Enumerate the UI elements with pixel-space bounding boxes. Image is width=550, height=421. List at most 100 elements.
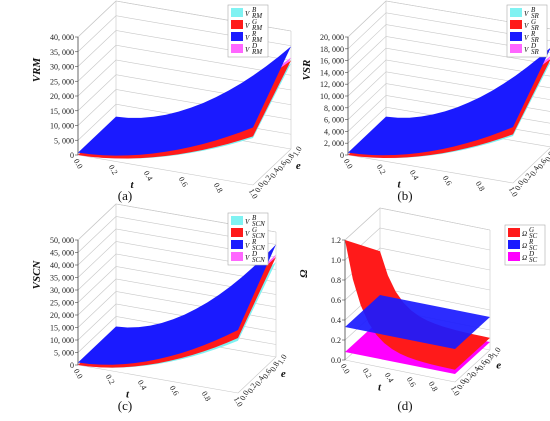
legend-swatch (508, 228, 520, 237)
z-tick-label: 1.0 (331, 256, 341, 265)
grid-line (347, 59, 550, 97)
z-axis-label: VSCN (31, 260, 43, 290)
z-tick-label: 5, 000 (54, 349, 74, 358)
e-tick-label: 0.2 (246, 382, 259, 395)
z-tick-label: 40, 000 (50, 261, 74, 270)
legend-label-sup: G (531, 18, 536, 26)
z-tick-label: 4, 000 (324, 127, 344, 136)
legend-label-sub: SC (529, 256, 538, 264)
legend-swatch (510, 44, 522, 53)
z-tick-label: 6, 000 (324, 116, 344, 125)
legend-swatch (508, 240, 520, 249)
e-tick-label: 0.0 (238, 389, 251, 402)
t-axis-label: t (378, 382, 382, 394)
legend-swatch (231, 20, 243, 29)
z-tick-label: 35, 000 (50, 48, 74, 57)
t-tick-label: 0.8 (427, 380, 440, 393)
e-tick-label: 0.2 (462, 371, 475, 384)
legend-label-sub: RM (251, 24, 263, 32)
e-tick-label: 0.6 (261, 367, 274, 380)
legend-label-main: V (245, 22, 250, 30)
legend-label-sub: SCN (252, 220, 265, 228)
legend-swatch (231, 240, 243, 249)
e-axis-label: e (281, 368, 286, 380)
legend-label-sup: D (528, 250, 534, 258)
grid-line (344, 207, 491, 241)
t-tick-label: 0.4 (136, 378, 149, 391)
legend-label-sub: RM (251, 12, 263, 20)
legend-swatch (231, 228, 243, 237)
grid-line (77, 228, 277, 266)
legend-label-sup: D (251, 250, 257, 258)
grid-line (237, 356, 277, 394)
z-tick-label: 0.8 (331, 276, 341, 285)
t-tick-label: 0.8 (200, 390, 213, 403)
surface-V_SR^R (348, 48, 550, 156)
z-tick-label: 15, 000 (50, 107, 74, 116)
z-tick-label: 16, 000 (320, 57, 344, 66)
t-axis-label: t (131, 179, 135, 191)
grid-line (347, 47, 550, 85)
e-tick-label: 1.0 (276, 353, 289, 366)
grid-line (77, 266, 277, 303)
legend-label-sup: R (251, 238, 257, 246)
surface-V_SCN^R (78, 244, 276, 365)
legend-label-sup: D (530, 42, 536, 50)
legend-swatch (510, 8, 522, 17)
z-tick-label: 25, 000 (50, 77, 74, 86)
legend-label-main: V (245, 254, 250, 262)
legend-label-sup: G (252, 18, 257, 26)
panel-c: 0 5, 000 10, 000 15, 000 20, 000 25, 000 30, 0… (31, 203, 289, 413)
surface-V_RM^R (78, 46, 291, 156)
z-tick-label: 0 (70, 361, 74, 370)
z-tick-label: 35, 000 (50, 274, 74, 283)
e-tick-label: 0.4 (528, 164, 541, 177)
e-tick-label: 0.2 (261, 174, 274, 187)
z-tick-label: 25, 000 (50, 299, 74, 308)
t-tick-label: 1.0 (507, 185, 520, 198)
legend-label-sub: SCN (252, 232, 265, 240)
grid-line (347, 154, 514, 184)
panel-label: (c) (118, 398, 132, 413)
legend-label-sub: SC (529, 244, 538, 252)
legend-swatch (231, 216, 243, 225)
legend-label-main: Ω (522, 230, 527, 238)
z-axis-label: Ω (298, 269, 310, 278)
z-tick-label: 40, 000 (50, 33, 74, 42)
t-tick-label: 0.4 (383, 371, 396, 384)
legend-swatch (231, 44, 243, 53)
z-tick-label: 0.6 (331, 296, 341, 305)
legend-label-sub: SR (531, 24, 540, 32)
t-axis-label: t (126, 388, 130, 400)
panel-label: (a) (118, 188, 132, 203)
legend-label-sub: SR (531, 12, 540, 20)
e-tick-label: 0.8 (543, 150, 550, 163)
t-tick-label: 0.6 (168, 384, 181, 397)
legend-label-main: V (524, 22, 529, 30)
legend-swatch (510, 32, 522, 41)
z-tick-label: 0.4 (331, 316, 341, 325)
legend-label-main: V (245, 230, 250, 238)
legend-label-sup: D (251, 42, 257, 50)
z-axis-label: VRM (31, 57, 43, 83)
panel-b: 0 2, 000 4, 000 6, 000 8, 000 10, 000 12, 000 1… (301, 0, 550, 203)
z-tick-label: 10, 000 (320, 92, 344, 101)
t-tick-label: 0.2 (107, 163, 120, 176)
z-tick-label: 8, 000 (324, 104, 344, 113)
legend-label-main: Ω (522, 254, 527, 262)
t-tick-label: 0.6 (441, 174, 454, 187)
surface-Ω_SC^R (345, 295, 490, 349)
t-tick-label: 0.2 (361, 367, 374, 380)
grid-line (77, 59, 292, 97)
e-tick-label: 0.6 (536, 157, 549, 170)
legend-label-main: V (524, 10, 529, 18)
legend-swatch (231, 252, 243, 261)
grid-line (77, 44, 292, 82)
z-tick-label: 18, 000 (320, 45, 344, 54)
z-tick-label: 15, 000 (50, 324, 74, 333)
legend-label-main: V (245, 242, 250, 250)
panel-d: 0.00.20.40.60.81.01.2Ω0.0 0.2 0.4 0.6 0.8 1.0… (298, 207, 546, 413)
grid-line (454, 349, 491, 383)
